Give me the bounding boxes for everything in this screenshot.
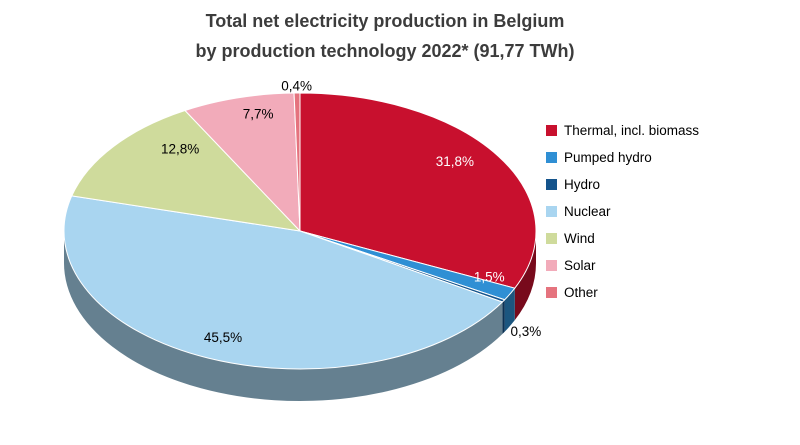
legend-label: Nuclear [564, 203, 611, 219]
legend-swatch-other [546, 286, 557, 298]
legend-item-wind: Wind [546, 229, 699, 247]
legend-label: Thermal, incl. biomass [564, 122, 700, 138]
pie-slice-label-hydro: 0,3% [510, 324, 541, 339]
pie-slice-solar [184, 92, 301, 232]
chart-title-line1: Total net electricity production in Belg… [205, 11, 565, 31]
legend-swatch-pumped-hydro [546, 151, 557, 163]
pie-slice-label-thermal-incl-biomass: 31,8% [436, 154, 474, 169]
chart-title-line2: by production technology 2022* (91,77 TW… [195, 41, 575, 61]
legend-swatch-solar [546, 259, 557, 271]
legend-swatch-thermal-incl-biomass [546, 124, 557, 136]
legend-swatch-hydro [546, 178, 557, 190]
legend-item-pumped-hydro: Pumped hydro [546, 148, 699, 166]
legend-label: Wind [564, 230, 595, 246]
pie-slice-label-nuclear: 45,5% [204, 330, 242, 345]
pie-slice-label-pumped-hydro: 1,5% [474, 270, 505, 285]
pie-slice-other [293, 92, 301, 232]
legend-item-hydro: Hydro [546, 175, 699, 193]
pie-slice-side-nuclear [63, 231, 503, 401]
pie-slice-side-thermal-incl-biomass [514, 231, 536, 321]
pie-slice-thermal-incl-biomass [299, 92, 537, 289]
legend: Thermal, incl. biomass Pumped hydro Hydro N… [546, 121, 699, 301]
pie-slice-label-wind: 12,8% [161, 142, 199, 157]
legend-item-other: Other [546, 283, 699, 301]
pie-slice-wind [71, 109, 301, 232]
pie-slice-side-hydro [502, 299, 505, 334]
pie-slice-label-solar: 7,7% [243, 107, 274, 122]
pie-slice-nuclear [63, 195, 503, 370]
pie-slice-label-other: 0,4% [281, 78, 312, 93]
legend-item-solar: Solar [546, 256, 699, 274]
legend-label: Other [564, 284, 598, 300]
legend-label: Hydro [564, 176, 601, 192]
legend-swatch-nuclear [546, 205, 557, 217]
legend-swatch-wind [546, 232, 557, 244]
chart-title: Total net electricity production in Belg… [0, 6, 770, 66]
legend-label: Pumped hydro [564, 149, 652, 165]
legend-item-nuclear: Nuclear [546, 202, 699, 220]
legend-label: Solar [564, 257, 596, 273]
pie-slice-side-pumped-hydro [504, 288, 515, 332]
legend-item-thermal-incl-biomass: Thermal, incl. biomass [546, 121, 699, 139]
